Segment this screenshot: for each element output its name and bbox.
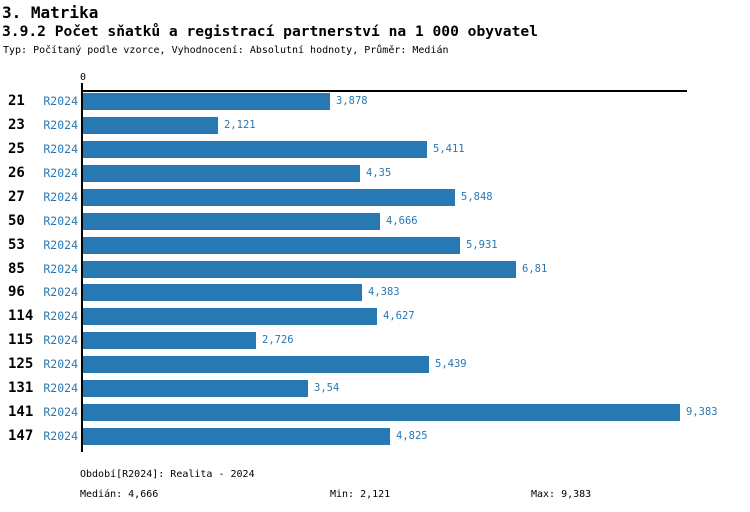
bar-value-label: 4,383: [368, 286, 400, 298]
bar-row: 147 R2024 4,825: [0, 428, 750, 445]
row-category-label: 25: [8, 141, 25, 157]
bar-row: 114 R2024 4,627: [0, 308, 750, 325]
row-series-label: R2024: [43, 94, 78, 108]
bar-row: 125 R2024 5,439: [0, 356, 750, 373]
row-series-label: R2024: [43, 309, 78, 323]
y-axis-line: [81, 83, 83, 452]
bar-row: 141 R2024 9,383: [0, 404, 750, 421]
bar-value-label: 6,81: [522, 263, 548, 275]
row-category-label: 114: [8, 308, 34, 324]
bar-value-label: 5,411: [433, 143, 465, 155]
stat-max-label: Max: 9,383: [531, 489, 592, 500]
bar-row: 53 R2024 5,931: [0, 237, 750, 254]
stat-min-label: Min: 2,121: [330, 489, 391, 500]
row-series-label: R2024: [43, 118, 78, 132]
row-series-label: R2024: [43, 357, 78, 371]
bar-row: 131 R2024 3,54: [0, 380, 750, 397]
bar-value-label: 3,878: [336, 95, 368, 107]
row-series-label: R2024: [43, 262, 78, 276]
row-series-label: R2024: [43, 381, 78, 395]
row-series-label: R2024: [43, 333, 78, 347]
bar: [83, 93, 330, 110]
bar: [83, 284, 362, 301]
row-category-label: 131: [8, 380, 34, 396]
row-category-label: 96: [8, 284, 25, 300]
bar-value-label: 4,35: [366, 167, 392, 179]
legend-period-label: Období[R2024]: Realita - 2024: [80, 469, 255, 480]
x-axis-origin-tick-label: 0: [79, 72, 87, 83]
bar-row: 25 R2024 5,411: [0, 141, 750, 158]
row-series-label: R2024: [43, 238, 78, 252]
row-series-label: R2024: [43, 405, 78, 419]
row-category-label: 23: [8, 117, 25, 133]
row-series-label: R2024: [43, 166, 78, 180]
row-category-label: 21: [8, 93, 25, 109]
row-category-label: 53: [8, 237, 25, 253]
bar-value-label: 3,54: [314, 382, 340, 394]
bar-row: 85 R2024 6,81: [0, 261, 750, 278]
row-category-label: 85: [8, 261, 25, 277]
bar-value-label: 4,666: [386, 215, 418, 227]
bar-value-label: 4,627: [383, 310, 415, 322]
row-category-label: 141: [8, 404, 34, 420]
row-category-label: 50: [8, 213, 25, 229]
section-title: 3. Matrika: [2, 3, 99, 22]
bar: [83, 404, 680, 421]
row-series-label: R2024: [43, 142, 78, 156]
bar: [83, 213, 380, 230]
bar: [83, 380, 308, 397]
bar-value-label: 5,439: [435, 358, 467, 370]
row-series-label: R2024: [43, 429, 78, 443]
bar-value-label: 2,121: [224, 119, 256, 131]
bar: [83, 356, 429, 373]
stat-median-label: Medián: 4,666: [80, 489, 159, 500]
row-category-label: 26: [8, 165, 25, 181]
bar-row: 27 R2024 5,848: [0, 189, 750, 206]
x-axis-line: [81, 90, 687, 92]
bar: [83, 117, 218, 134]
bar-value-label: 2,726: [262, 334, 294, 346]
bar-row: 96 R2024 4,383: [0, 284, 750, 301]
row-series-label: R2024: [43, 214, 78, 228]
row-category-label: 115: [8, 332, 34, 348]
bar-value-label: 5,931: [466, 239, 498, 251]
bar-value-label: 5,848: [461, 191, 493, 203]
bar-row: 50 R2024 4,666: [0, 213, 750, 230]
row-series-label: R2024: [43, 285, 78, 299]
bar-row: 21 R2024 3,878: [0, 93, 750, 110]
bar: [83, 189, 455, 206]
bar: [83, 141, 427, 158]
bar: [83, 261, 516, 278]
chart-meta-line: Typ: Počítaný podle vzorce, Vyhodnocení:…: [3, 45, 449, 56]
bar-row: 115 R2024 2,726: [0, 332, 750, 349]
chart-title: 3.9.2 Počet sňatků a registrací partners…: [2, 23, 538, 40]
bar-row: 26 R2024 4,35: [0, 165, 750, 182]
bar: [83, 428, 390, 445]
row-series-label: R2024: [43, 190, 78, 204]
bar-value-label: 4,825: [396, 430, 428, 442]
bar: [83, 165, 360, 182]
row-category-label: 147: [8, 428, 34, 444]
bar: [83, 332, 256, 349]
row-category-label: 125: [8, 356, 34, 372]
bar-row: 23 R2024 2,121: [0, 117, 750, 134]
bar: [83, 308, 377, 325]
bar-value-label: 9,383: [686, 406, 718, 418]
row-category-label: 27: [8, 189, 25, 205]
bar: [83, 237, 460, 254]
